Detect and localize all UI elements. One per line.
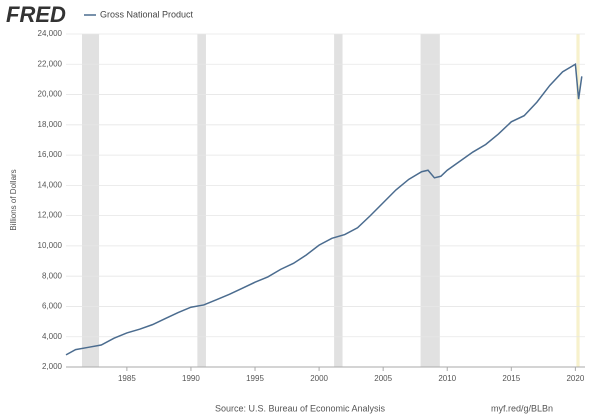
x-tick-label: 2010 (438, 374, 456, 383)
y-tick-label: 14,000 (38, 180, 63, 189)
y-tick-label: 20,000 (38, 90, 63, 99)
x-tick-label: 2020 (566, 374, 584, 383)
recession-band (576, 34, 580, 367)
x-tick-label: 1990 (182, 374, 200, 383)
x-tick-label: 2005 (374, 374, 392, 383)
x-tick-label: 2015 (502, 374, 520, 383)
y-axis-label: Billions of Dollars (9, 169, 18, 230)
y-tick-label: 12,000 (38, 211, 63, 220)
legend-label: Gross National Product (100, 9, 194, 19)
series-line (65, 63, 583, 356)
y-tick-label: 22,000 (38, 59, 63, 68)
x-tick-label: 2000 (310, 374, 328, 383)
source: Source: U.S. Bureau of Economic Analysis (215, 403, 386, 413)
recession-band (82, 34, 100, 367)
logo: FRED (6, 2, 66, 27)
y-tick-label: 10,000 (38, 241, 63, 250)
x-tick-label: 1995 (246, 374, 264, 383)
x-tick-label: 1985 (118, 374, 136, 383)
y-tick-label: 4,000 (42, 332, 63, 341)
y-tick-label: 8,000 (42, 271, 63, 280)
y-tick-label: 2,000 (42, 362, 63, 371)
link[interactable]: myf.red/g/BLBn (491, 403, 553, 413)
recession-band (197, 34, 206, 367)
y-tick-label: 6,000 (42, 302, 63, 311)
y-tick-label: 16,000 (38, 150, 63, 159)
recession-band (334, 34, 343, 367)
y-tick-label: 24,000 (38, 29, 63, 38)
y-tick-label: 18,000 (38, 120, 63, 129)
recession-band (420, 34, 440, 367)
